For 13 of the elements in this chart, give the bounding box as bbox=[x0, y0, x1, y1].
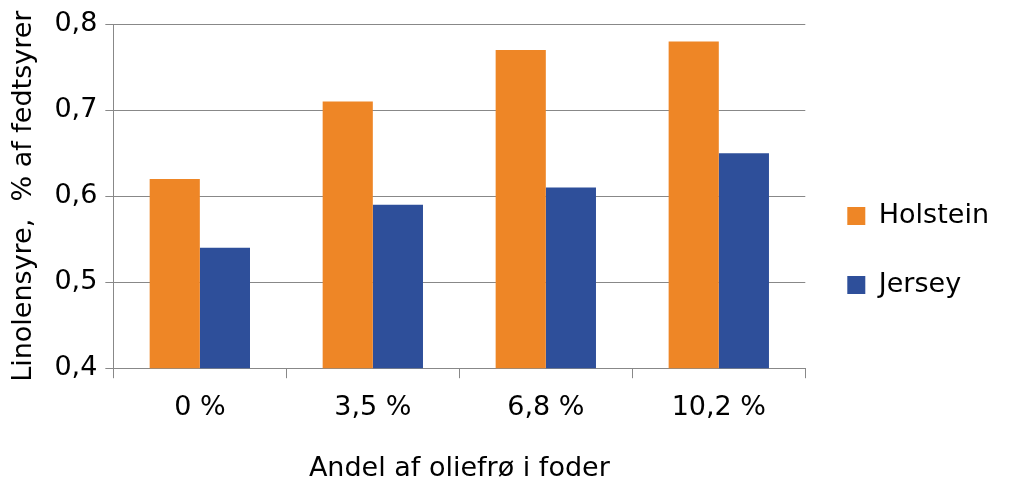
y-tick-label: 0,8 bbox=[54, 6, 98, 38]
x-tick-label: 3,5 % bbox=[334, 390, 412, 422]
x-tick-label: 0 % bbox=[174, 390, 226, 422]
x-tick-label: 6,8 % bbox=[507, 390, 585, 422]
y-tick-label: 0,7 bbox=[54, 92, 98, 124]
legend-label: Holstein bbox=[878, 198, 989, 230]
y-tick-label: 0,5 bbox=[54, 264, 98, 296]
legend-label: Jersey bbox=[876, 267, 962, 299]
x-axis-title: Andel af oliefrø i foder bbox=[308, 450, 611, 482]
y-axis-title: Linolensyre, % af fedtsyrer bbox=[6, 9, 38, 382]
y-tick-label: 0,4 bbox=[54, 350, 98, 382]
x-tick-label: 10,2 % bbox=[671, 390, 766, 422]
y-tick-label: 0,6 bbox=[54, 178, 98, 210]
